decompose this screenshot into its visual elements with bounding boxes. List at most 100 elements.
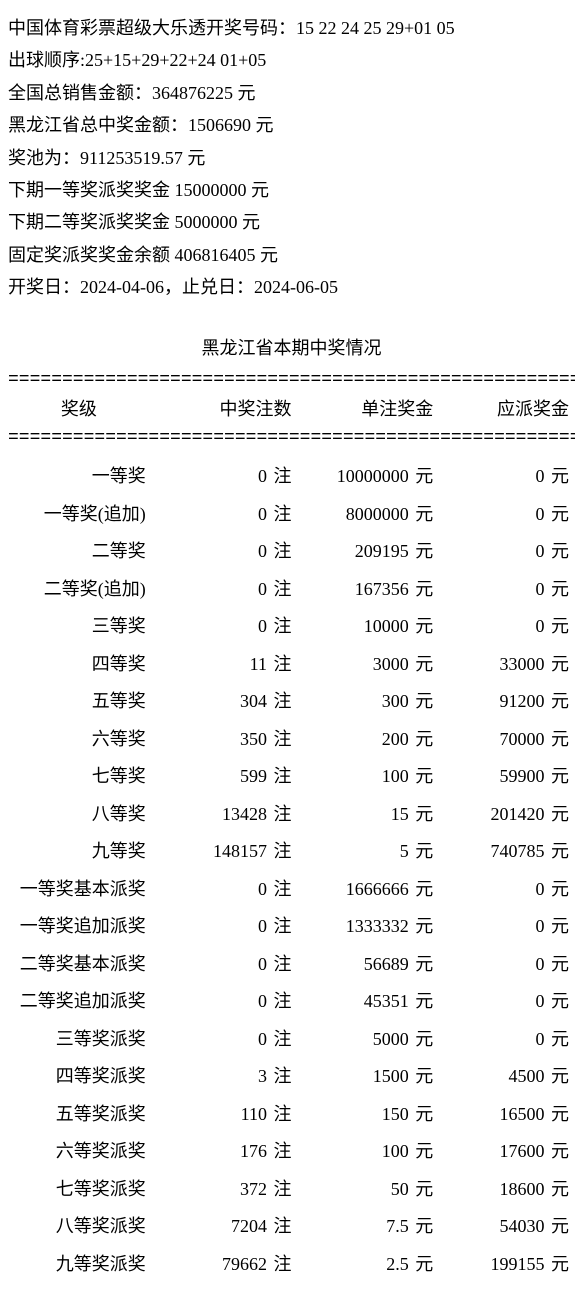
table-row: 四等奖派奖3 注1500 元4500 元 xyxy=(8,1058,575,1096)
per-prize: 5000 元 xyxy=(292,1021,434,1059)
per-prize: 8000000 元 xyxy=(292,496,434,534)
ball-order-value: 25+15+29+22+24 01+05 xyxy=(85,50,266,70)
win-count: 372 注 xyxy=(150,1171,292,1209)
prize-level: 一等奖追加派奖 xyxy=(8,908,150,946)
prize-level: 八等奖 xyxy=(8,796,150,834)
per-prize: 10000000 元 xyxy=(292,458,434,496)
winning-numbers-label: 中国体育彩票超级大乐透开奖号码： xyxy=(8,18,296,38)
total-prize: 17600 元 xyxy=(433,1133,575,1171)
prize-level: 八等奖派奖 xyxy=(8,1208,150,1246)
date-line: 开奖日：2024-04-06，止兑日：2024-06-05 xyxy=(8,271,575,303)
per-prize: 167356 元 xyxy=(292,571,434,609)
winning-numbers-value: 15 22 24 25 29+01 05 xyxy=(296,18,455,38)
total-sales-line: 全国总销售金额：364876225 元 xyxy=(8,77,575,109)
table-row: 九等奖148157 注5 元740785 元 xyxy=(8,833,575,871)
win-count: 0 注 xyxy=(150,608,292,646)
win-count: 0 注 xyxy=(150,571,292,609)
total-prize: 0 元 xyxy=(433,1021,575,1059)
total-prize: 16500 元 xyxy=(433,1096,575,1134)
col-header-count: 中奖注数 xyxy=(150,390,292,428)
prize-level: 二等奖 xyxy=(8,533,150,571)
total-prize: 0 元 xyxy=(433,946,575,984)
win-count: 3 注 xyxy=(150,1058,292,1096)
total-prize: 18600 元 xyxy=(433,1171,575,1209)
win-count: 0 注 xyxy=(150,458,292,496)
win-count: 0 注 xyxy=(150,946,292,984)
col-header-level: 奖级 xyxy=(8,390,150,428)
per-prize: 1500 元 xyxy=(292,1058,434,1096)
total-prize: 0 元 xyxy=(433,983,575,1021)
table-row: 四等奖11 注3000 元33000 元 xyxy=(8,646,575,684)
prize-level: 五等奖 xyxy=(8,683,150,721)
table-row: 五等奖304 注300 元91200 元 xyxy=(8,683,575,721)
win-count: 0 注 xyxy=(150,983,292,1021)
prize-table: ========================================… xyxy=(8,370,575,1283)
per-prize: 10000 元 xyxy=(292,608,434,646)
prize-level: 三等奖 xyxy=(8,608,150,646)
total-prize: 70000 元 xyxy=(433,721,575,759)
prize-level: 七等奖派奖 xyxy=(8,1171,150,1209)
win-count: 0 注 xyxy=(150,908,292,946)
per-prize: 2.5 元 xyxy=(292,1246,434,1284)
divider-above-header: ========================================… xyxy=(8,370,575,390)
table-row: 三等奖派奖0 注5000 元0 元 xyxy=(8,1021,575,1059)
pool-value: 911253519.57 元 xyxy=(80,148,205,168)
total-sales-value: 364876225 元 xyxy=(152,83,256,103)
table-row: 六等奖350 注200 元70000 元 xyxy=(8,721,575,759)
table-row: 八等奖13428 注15 元201420 元 xyxy=(8,796,575,834)
pool-line: 奖池为：911253519.57 元 xyxy=(8,142,575,174)
total-prize: 201420 元 xyxy=(433,796,575,834)
table-row: 六等奖派奖176 注100 元17600 元 xyxy=(8,1133,575,1171)
per-prize: 3000 元 xyxy=(292,646,434,684)
total-prize: 59900 元 xyxy=(433,758,575,796)
per-prize: 5 元 xyxy=(292,833,434,871)
col-header-per: 单注奖金 xyxy=(292,390,434,428)
win-count: 176 注 xyxy=(150,1133,292,1171)
per-prize: 100 元 xyxy=(292,1133,434,1171)
total-prize: 0 元 xyxy=(433,533,575,571)
win-count: 0 注 xyxy=(150,496,292,534)
total-prize: 33000 元 xyxy=(433,646,575,684)
per-prize: 300 元 xyxy=(292,683,434,721)
next-first-prize-line: 下期一等奖派奖奖金 15000000 元 xyxy=(8,174,575,206)
prize-level: 四等奖 xyxy=(8,646,150,684)
total-prize: 0 元 xyxy=(433,871,575,909)
prize-level: 七等奖 xyxy=(8,758,150,796)
total-sales-label: 全国总销售金额： xyxy=(8,83,152,103)
per-prize: 1333332 元 xyxy=(292,908,434,946)
per-prize: 45351 元 xyxy=(292,983,434,1021)
win-count: 350 注 xyxy=(150,721,292,759)
pool-label: 奖池为： xyxy=(8,148,80,168)
per-prize: 200 元 xyxy=(292,721,434,759)
table-header-row: 奖级 中奖注数 单注奖金 应派奖金 xyxy=(8,390,575,428)
table-row: 一等奖追加派奖0 注1333332 元0 元 xyxy=(8,908,575,946)
table-row: 一等奖(追加)0 注8000000 元0 元 xyxy=(8,496,575,534)
win-count: 79662 注 xyxy=(150,1246,292,1284)
prize-level: 二等奖(追加) xyxy=(8,571,150,609)
win-count: 0 注 xyxy=(150,1021,292,1059)
prize-level: 九等奖 xyxy=(8,833,150,871)
table-row: 一等奖0 注10000000 元0 元 xyxy=(8,458,575,496)
prize-level: 二等奖追加派奖 xyxy=(8,983,150,1021)
table-row: 三等奖0 注10000 元0 元 xyxy=(8,608,575,646)
total-prize: 54030 元 xyxy=(433,1208,575,1246)
prize-level: 三等奖派奖 xyxy=(8,1021,150,1059)
province-total-value: 1506690 元 xyxy=(188,115,274,135)
table-row: 八等奖派奖7204 注7.5 元54030 元 xyxy=(8,1208,575,1246)
prize-level: 五等奖派奖 xyxy=(8,1096,150,1134)
table-row: 七等奖派奖372 注50 元18600 元 xyxy=(8,1171,575,1209)
total-prize: 0 元 xyxy=(433,458,575,496)
province-total-line: 黑龙江省总中奖金额：1506690 元 xyxy=(8,109,575,141)
total-prize: 0 元 xyxy=(433,496,575,534)
per-prize: 150 元 xyxy=(292,1096,434,1134)
per-prize: 7.5 元 xyxy=(292,1208,434,1246)
table-row: 九等奖派奖79662 注2.5 元199155 元 xyxy=(8,1246,575,1284)
prize-level: 一等奖 xyxy=(8,458,150,496)
total-prize: 91200 元 xyxy=(433,683,575,721)
section-title: 黑龙江省本期中奖情况 xyxy=(8,332,575,364)
prize-level: 九等奖派奖 xyxy=(8,1246,150,1284)
prize-level: 一等奖基本派奖 xyxy=(8,871,150,909)
win-count: 13428 注 xyxy=(150,796,292,834)
total-prize: 0 元 xyxy=(433,571,575,609)
prize-level: 一等奖(追加) xyxy=(8,496,150,534)
